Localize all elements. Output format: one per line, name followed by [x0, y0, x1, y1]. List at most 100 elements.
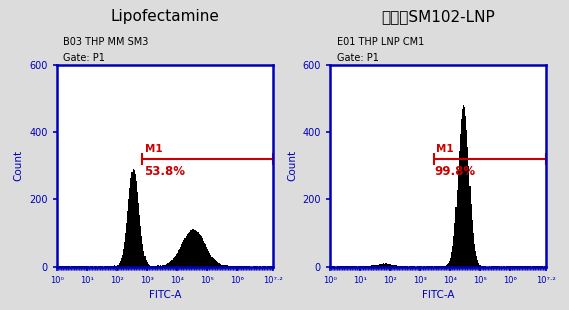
Bar	[87, 266, 88, 267]
Bar	[469, 186, 471, 267]
Bar	[529, 266, 530, 267]
Bar	[480, 265, 481, 267]
Bar	[127, 211, 128, 267]
Bar	[212, 256, 213, 267]
Bar	[203, 241, 204, 267]
Bar	[267, 266, 268, 267]
Bar	[64, 266, 65, 267]
Bar	[409, 266, 410, 267]
Bar	[116, 266, 117, 267]
Bar	[230, 266, 231, 267]
Bar	[193, 229, 194, 267]
Bar	[201, 237, 202, 267]
Text: Gate: P1: Gate: P1	[336, 53, 378, 63]
Bar	[514, 266, 515, 267]
Bar	[211, 255, 212, 267]
Bar	[447, 264, 448, 267]
Bar	[152, 266, 153, 267]
Bar	[74, 266, 75, 267]
Bar	[237, 266, 238, 267]
Text: 金斯瑞SM102-LNP: 金斯瑞SM102-LNP	[381, 9, 495, 24]
Bar	[172, 258, 174, 267]
Bar	[221, 265, 222, 267]
Bar	[398, 266, 399, 267]
Bar	[506, 266, 508, 267]
Bar	[63, 266, 64, 267]
Bar	[229, 266, 230, 267]
Bar	[204, 243, 205, 267]
Bar	[461, 119, 462, 267]
Bar	[434, 266, 435, 267]
Bar	[360, 266, 361, 267]
Bar	[243, 266, 244, 267]
Bar	[479, 265, 480, 267]
Bar	[118, 264, 119, 267]
Bar	[206, 247, 207, 267]
Bar	[406, 266, 407, 267]
Bar	[361, 266, 362, 267]
Bar	[373, 265, 374, 267]
Bar	[463, 105, 464, 267]
Bar	[381, 264, 382, 267]
Bar	[244, 266, 245, 267]
Bar	[431, 266, 432, 267]
Bar	[460, 134, 461, 267]
Bar	[166, 264, 167, 267]
Bar	[383, 264, 384, 267]
Bar	[452, 246, 453, 267]
Bar	[333, 266, 335, 267]
Bar	[143, 250, 145, 267]
Bar	[164, 265, 165, 267]
Bar	[80, 266, 81, 267]
Bar	[259, 266, 260, 267]
Bar	[90, 266, 92, 267]
Bar	[199, 234, 200, 267]
Bar	[346, 266, 347, 267]
Bar	[194, 230, 195, 267]
X-axis label: FITC-A: FITC-A	[149, 290, 182, 300]
Bar	[330, 266, 331, 267]
Bar	[119, 261, 121, 267]
Bar	[436, 266, 437, 267]
Bar	[481, 266, 483, 267]
Bar	[85, 266, 86, 267]
Bar	[427, 266, 428, 267]
Bar	[126, 223, 127, 267]
Text: E01 THP LNP CM1: E01 THP LNP CM1	[336, 37, 424, 47]
Bar	[98, 266, 99, 267]
Bar	[101, 266, 102, 267]
Bar	[249, 266, 250, 267]
Bar	[464, 108, 465, 267]
Bar	[530, 266, 531, 267]
Bar	[417, 266, 418, 267]
Text: 53.8%: 53.8%	[144, 165, 185, 178]
Bar	[432, 266, 433, 267]
Bar	[116, 266, 117, 267]
Bar	[185, 236, 187, 267]
Bar	[222, 265, 224, 267]
Bar	[371, 265, 372, 267]
Bar	[195, 230, 196, 267]
Bar	[466, 130, 467, 267]
Bar	[345, 266, 346, 267]
Bar	[526, 266, 527, 267]
Bar	[521, 266, 522, 267]
Bar	[382, 264, 383, 267]
Bar	[455, 207, 456, 267]
Bar	[386, 264, 387, 267]
Bar	[125, 233, 126, 267]
Bar	[385, 264, 386, 267]
Bar	[412, 266, 413, 267]
Bar	[216, 261, 217, 267]
Bar	[58, 266, 59, 267]
Bar	[418, 266, 419, 267]
Bar	[508, 266, 509, 267]
Bar	[180, 247, 181, 267]
Bar	[134, 170, 135, 267]
Bar	[182, 242, 183, 267]
Bar	[220, 264, 221, 267]
Bar	[122, 255, 123, 267]
Bar	[462, 109, 463, 267]
Bar	[225, 265, 226, 267]
Bar	[453, 236, 454, 267]
